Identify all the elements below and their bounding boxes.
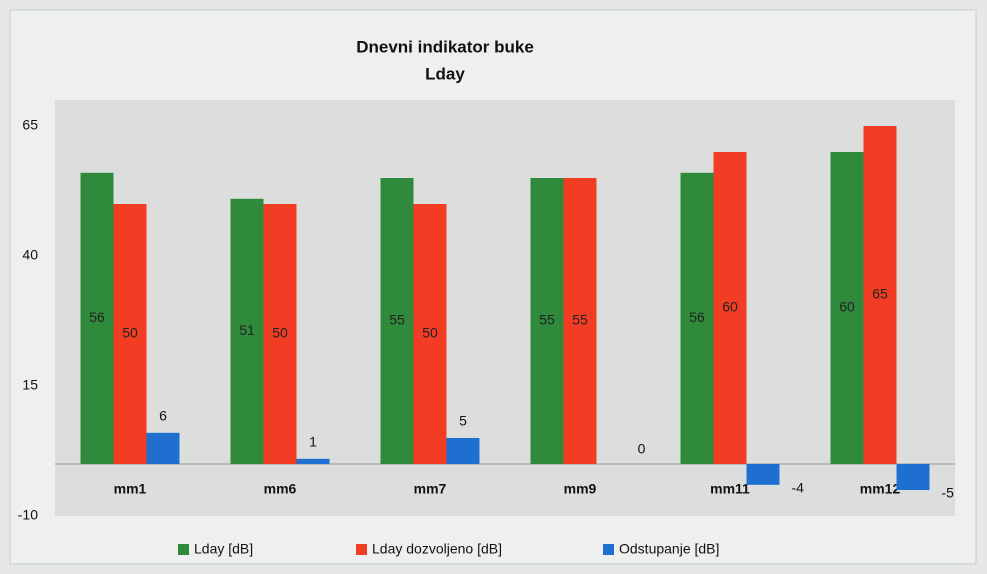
legend-label: Odstupanje [dB] — [619, 541, 719, 557]
bar — [830, 152, 864, 464]
data-label: 65 — [872, 286, 888, 302]
data-label: -4 — [792, 480, 805, 496]
data-label: 50 — [422, 325, 438, 341]
legend-swatch — [178, 544, 189, 555]
bar — [563, 178, 597, 464]
bar — [896, 464, 930, 490]
x-tick-label: mm12 — [860, 481, 901, 497]
x-tick-label: mm7 — [414, 481, 447, 497]
data-label: 0 — [638, 441, 646, 457]
data-label: 56 — [89, 309, 105, 325]
bar — [446, 438, 480, 464]
bar — [713, 152, 747, 464]
bar — [746, 464, 780, 485]
data-label: 51 — [239, 322, 255, 338]
plot-area — [55, 100, 955, 516]
legend-label: Lday dozvoljeno [dB] — [372, 541, 502, 557]
bar — [230, 198, 264, 465]
data-label: 55 — [539, 312, 555, 328]
legend-swatch — [603, 544, 614, 555]
bar — [146, 432, 180, 464]
legend-swatch — [356, 544, 367, 555]
x-tick-label: mm11 — [710, 481, 750, 497]
bar — [863, 126, 897, 464]
data-label: 50 — [122, 325, 138, 341]
bar — [263, 204, 297, 464]
data-label: 55 — [389, 312, 405, 328]
bar — [380, 178, 414, 464]
y-tick-label: -10 — [18, 507, 38, 523]
x-tick-label: mm1 — [114, 481, 147, 497]
chart-subtitle: Lday — [425, 64, 465, 83]
x-tick-label: mm6 — [264, 481, 297, 497]
data-label: 56 — [689, 309, 705, 325]
data-label: 55 — [572, 312, 588, 328]
data-label: 6 — [159, 408, 167, 424]
bar — [113, 204, 147, 464]
data-label: 60 — [722, 299, 738, 315]
y-tick-label: 40 — [22, 247, 38, 263]
bar — [296, 458, 330, 464]
bar — [413, 204, 447, 464]
data-label: 5 — [459, 413, 467, 429]
data-label: 1 — [309, 434, 317, 450]
chart-title: Dnevni indikator buke — [356, 37, 534, 56]
data-label: -5 — [942, 485, 955, 501]
bar — [680, 172, 714, 465]
y-tick-label: 15 — [22, 377, 38, 393]
legend-label: Lday [dB] — [194, 541, 253, 557]
y-tick-label: 65 — [22, 117, 38, 133]
bar — [80, 172, 114, 465]
bar — [530, 178, 564, 464]
data-label: 60 — [839, 299, 855, 315]
x-tick-label: mm9 — [564, 481, 597, 497]
data-label: 50 — [272, 325, 288, 341]
